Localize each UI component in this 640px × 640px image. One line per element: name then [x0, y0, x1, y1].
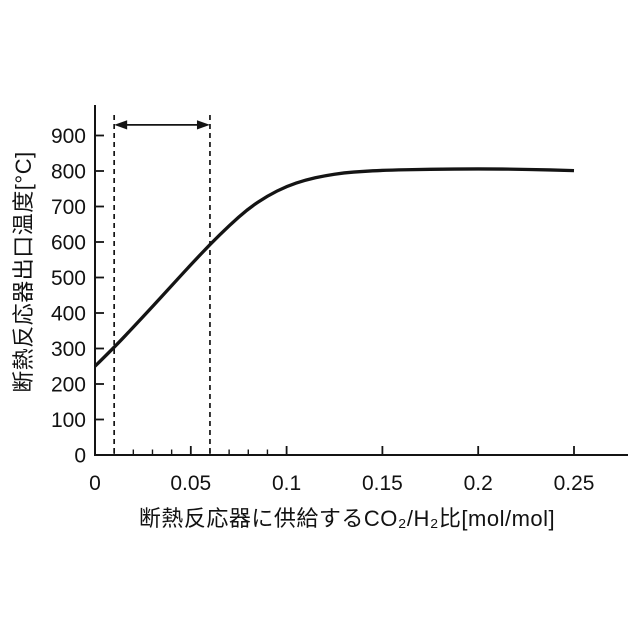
- y-tick-label: 700: [51, 196, 86, 219]
- temperature-curve: [93, 167, 575, 368]
- y-tick-label: 600: [51, 232, 86, 255]
- x-axis-title: 断熱反応器に供給するCO₂/H₂比[mol/mol]: [138, 506, 556, 531]
- x-tick-label: 0.25: [554, 472, 595, 495]
- y-tick-label: 900: [51, 125, 86, 148]
- y-tick-label: 800: [51, 161, 86, 184]
- x-tick-label: 0.2: [464, 472, 493, 495]
- y-tick-label: 400: [51, 303, 86, 326]
- y-axis-title: 断熱反応器出口温度[°C]: [11, 151, 36, 393]
- range-arrow-left-head: [114, 120, 128, 130]
- y-tick-label: 100: [51, 409, 86, 432]
- x-tick-label: 0: [89, 472, 101, 495]
- x-tick-label: 0.05: [170, 472, 211, 495]
- y-tick-label: 200: [51, 374, 86, 397]
- x-tick-label: 0.15: [362, 472, 403, 495]
- y-tick-label: 300: [51, 338, 86, 361]
- x-tick-label: 0.1: [272, 472, 301, 495]
- y-tick-label: 500: [51, 267, 86, 290]
- y-tick-label: 0: [74, 445, 86, 468]
- range-arrow-right-head: [196, 120, 210, 130]
